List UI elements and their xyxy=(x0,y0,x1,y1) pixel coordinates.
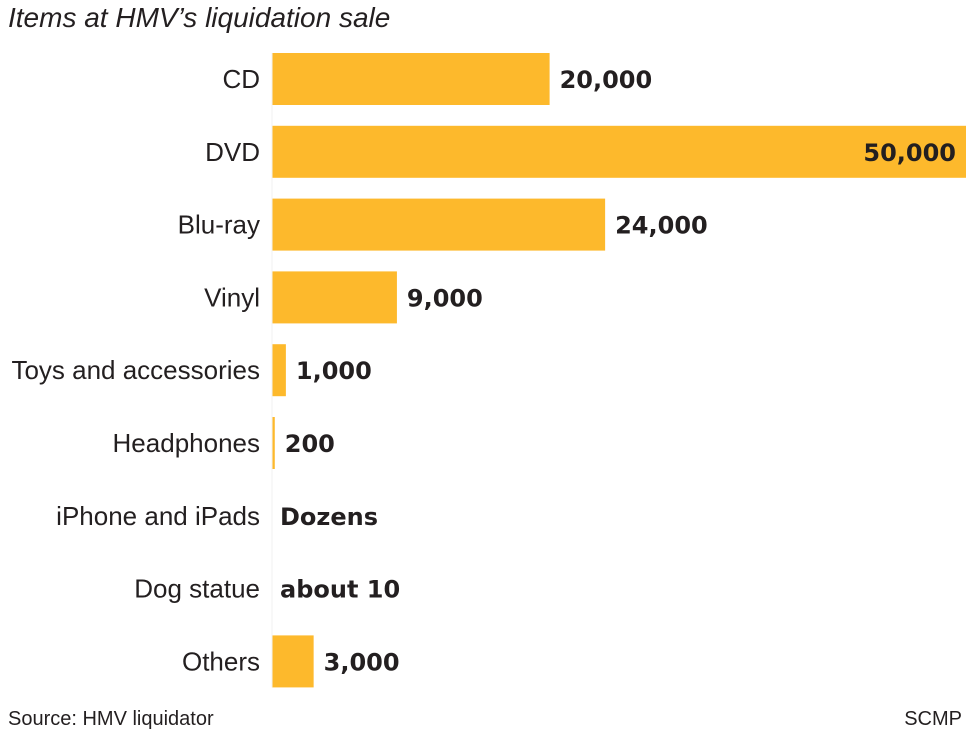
bar-cd xyxy=(272,53,550,105)
bar-blu-ray xyxy=(272,198,606,251)
publisher-credit: SCMP xyxy=(904,708,962,730)
value-label: 20,000 xyxy=(560,66,653,94)
category-label: Dog statue xyxy=(134,574,260,604)
category-label: Blu-ray xyxy=(178,210,260,240)
value-label: Dozens xyxy=(280,503,378,531)
category-label: CD xyxy=(222,64,260,94)
category-label: DVD xyxy=(205,137,260,167)
bar-vinyl xyxy=(272,271,397,324)
category-label: Headphones xyxy=(113,428,260,458)
bar-dvd xyxy=(272,125,966,178)
chart-title: Items at HMV’s liquidation sale xyxy=(8,2,391,33)
value-label: 200 xyxy=(285,430,335,458)
category-label: iPhone and iPads xyxy=(56,501,260,531)
value-label: 24,000 xyxy=(615,212,708,240)
value-label: 3,000 xyxy=(324,648,400,676)
category-label: Toys and accessories xyxy=(11,355,260,385)
value-labels: 20,000 50,000 24,000 9,000 1,000 200 Dozens abo… xyxy=(280,66,956,676)
bar-toys-and-accessories xyxy=(272,344,286,397)
source-note: Source: HMV liquidator xyxy=(8,708,214,730)
value-label: about 10 xyxy=(280,576,400,604)
category-labels: CD DVD Blu-ray Vinyl Toys and accessories Hea… xyxy=(11,64,260,676)
value-label: 9,000 xyxy=(407,284,483,312)
bars-group xyxy=(272,53,966,688)
bar-others xyxy=(272,635,314,688)
value-label: 50,000 xyxy=(863,139,956,167)
bar-headphones xyxy=(272,417,275,469)
category-label: Others xyxy=(182,646,260,676)
category-label: Vinyl xyxy=(204,282,260,312)
value-label: 1,000 xyxy=(296,357,372,385)
